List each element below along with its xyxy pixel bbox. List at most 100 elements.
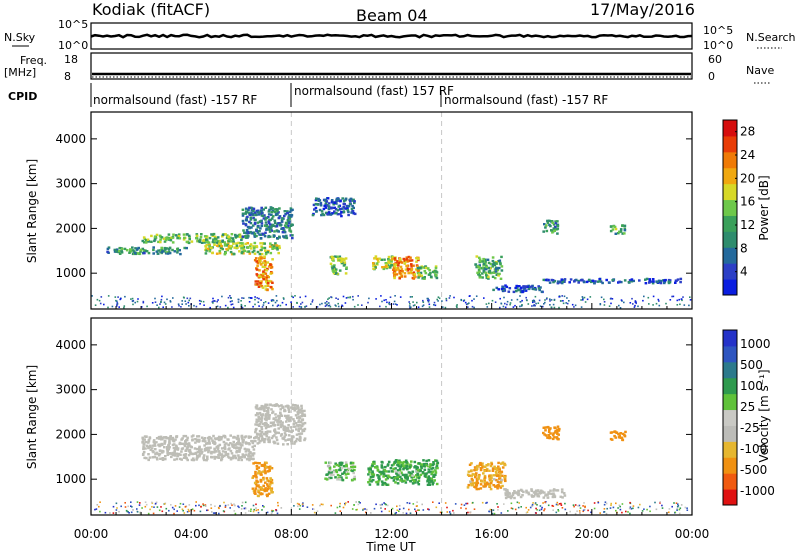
power-echo-cell — [520, 286, 523, 289]
power-speckle — [341, 304, 343, 307]
power-echo-cell — [241, 235, 245, 238]
velocity-echo-cell — [260, 428, 264, 431]
velocity-echo-cell — [259, 439, 262, 443]
velocity-speckle — [99, 510, 101, 513]
velocity-echo-cell — [371, 471, 374, 474]
power-echo-cell — [253, 241, 257, 245]
velocity-echo-cell — [179, 442, 182, 445]
velocity-echo-cell — [415, 467, 418, 471]
power-speckle — [652, 304, 654, 306]
velocity-echo-cell — [287, 438, 290, 441]
power-echo-cell — [202, 239, 205, 242]
power-echo-cell — [255, 260, 258, 263]
velocity-echo-cell — [345, 476, 348, 479]
velocity-echo-cell — [238, 446, 241, 450]
power-speckle — [544, 299, 546, 301]
velocity-echo-cell — [258, 462, 261, 465]
velocity-echo-cell — [254, 413, 258, 417]
power-echo-cell — [333, 255, 337, 258]
power-speckle — [221, 295, 223, 298]
velocity-echo-cell — [271, 404, 275, 407]
velocity-speckle — [488, 510, 490, 513]
velocity-speckle — [311, 504, 314, 506]
power-speckle — [328, 297, 330, 299]
power-echo-cell — [142, 236, 146, 239]
velocity-speckle — [249, 510, 252, 512]
velocity-echo-cell — [425, 459, 428, 463]
power-speckle — [658, 300, 660, 302]
power-echo-cell — [351, 204, 354, 208]
power-speckle — [244, 305, 246, 307]
velocity-echo-region — [504, 488, 567, 500]
velocity-speckle — [96, 504, 99, 506]
power-echo-cell — [262, 217, 266, 220]
power-speckle — [568, 300, 570, 302]
velocity-speckle — [398, 504, 401, 507]
velocity-speckle — [661, 507, 664, 509]
velocity-echo-cell — [511, 493, 515, 496]
velocity-echo-cell — [264, 426, 268, 430]
velocity-echo-cell — [297, 419, 301, 422]
power-speckle — [337, 298, 339, 300]
velocity-echo-cell — [494, 467, 498, 470]
velocity-echo-cell — [405, 461, 408, 464]
velocity-echo-cell — [425, 472, 428, 475]
velocity-echo-cell — [498, 468, 501, 471]
power-echo-cell — [488, 271, 492, 274]
power-speckle — [115, 299, 117, 302]
power-echo-cell — [262, 270, 265, 273]
power-echo-cell — [410, 265, 413, 268]
power-speckle — [111, 305, 114, 308]
power-echo-cell — [115, 248, 119, 251]
velocity-echo-cell — [340, 461, 344, 465]
velocity-echo-cell — [179, 453, 182, 456]
velocity-echo-cell — [254, 436, 258, 439]
power-echo-cell — [261, 265, 265, 268]
cpid-segment-1: normalsound (fast) -157 RF — [93, 93, 257, 107]
velocity-echo-cell — [297, 425, 300, 428]
power-echo-cell — [147, 239, 150, 243]
power-echo-cell — [156, 252, 160, 255]
power-speckle — [535, 302, 537, 305]
velocity-echo-cell — [376, 468, 380, 472]
power-speckle — [216, 305, 219, 308]
velocity-speckle — [679, 507, 682, 509]
power-echo-cell — [344, 257, 348, 260]
velocity-speckle — [141, 507, 143, 509]
power-echo-cell — [276, 246, 279, 249]
velocity-speckle — [322, 503, 324, 506]
power-echo-cell — [114, 250, 118, 253]
power-echo-cell — [207, 241, 211, 244]
cpid-segment-2: normalsound (fast) 157 RF — [294, 84, 454, 98]
velocity-speckle — [124, 506, 127, 508]
power-speckle — [142, 301, 145, 304]
velocity-echo-cell — [253, 444, 256, 448]
velocity-echo-cell — [496, 474, 500, 477]
velocity-speckle — [432, 501, 434, 503]
velocity-echo-cell — [381, 481, 385, 485]
power-echo-cell — [232, 242, 235, 245]
velocity-echo-cell — [384, 474, 388, 477]
power-echo-cell — [106, 247, 110, 251]
power-speckle — [337, 305, 340, 308]
velocity-echo-cell — [277, 405, 281, 408]
power-speckle — [367, 301, 369, 304]
power-speckle — [603, 304, 606, 306]
velocity-echo-cell — [333, 465, 336, 468]
power-speckle — [468, 295, 471, 297]
velocity-echo-cell — [492, 474, 496, 477]
velocity-speckle — [218, 512, 220, 515]
freq-label: Freq. — [20, 54, 47, 67]
power-echo-cell — [241, 219, 245, 223]
power-echo-cell — [315, 209, 318, 213]
velocity-echo-cell — [238, 448, 242, 451]
power-echo-cell — [546, 219, 549, 223]
velocity-echo-cell — [532, 495, 536, 498]
power-speckle — [608, 305, 611, 307]
velocity-echo-cell — [160, 438, 164, 441]
velocity-echo-cell — [229, 449, 233, 453]
power-speckle — [445, 297, 448, 300]
power-echo-cell — [264, 249, 267, 252]
velocity-echo-cell — [218, 443, 222, 447]
velocity-echo-cell — [483, 479, 486, 482]
